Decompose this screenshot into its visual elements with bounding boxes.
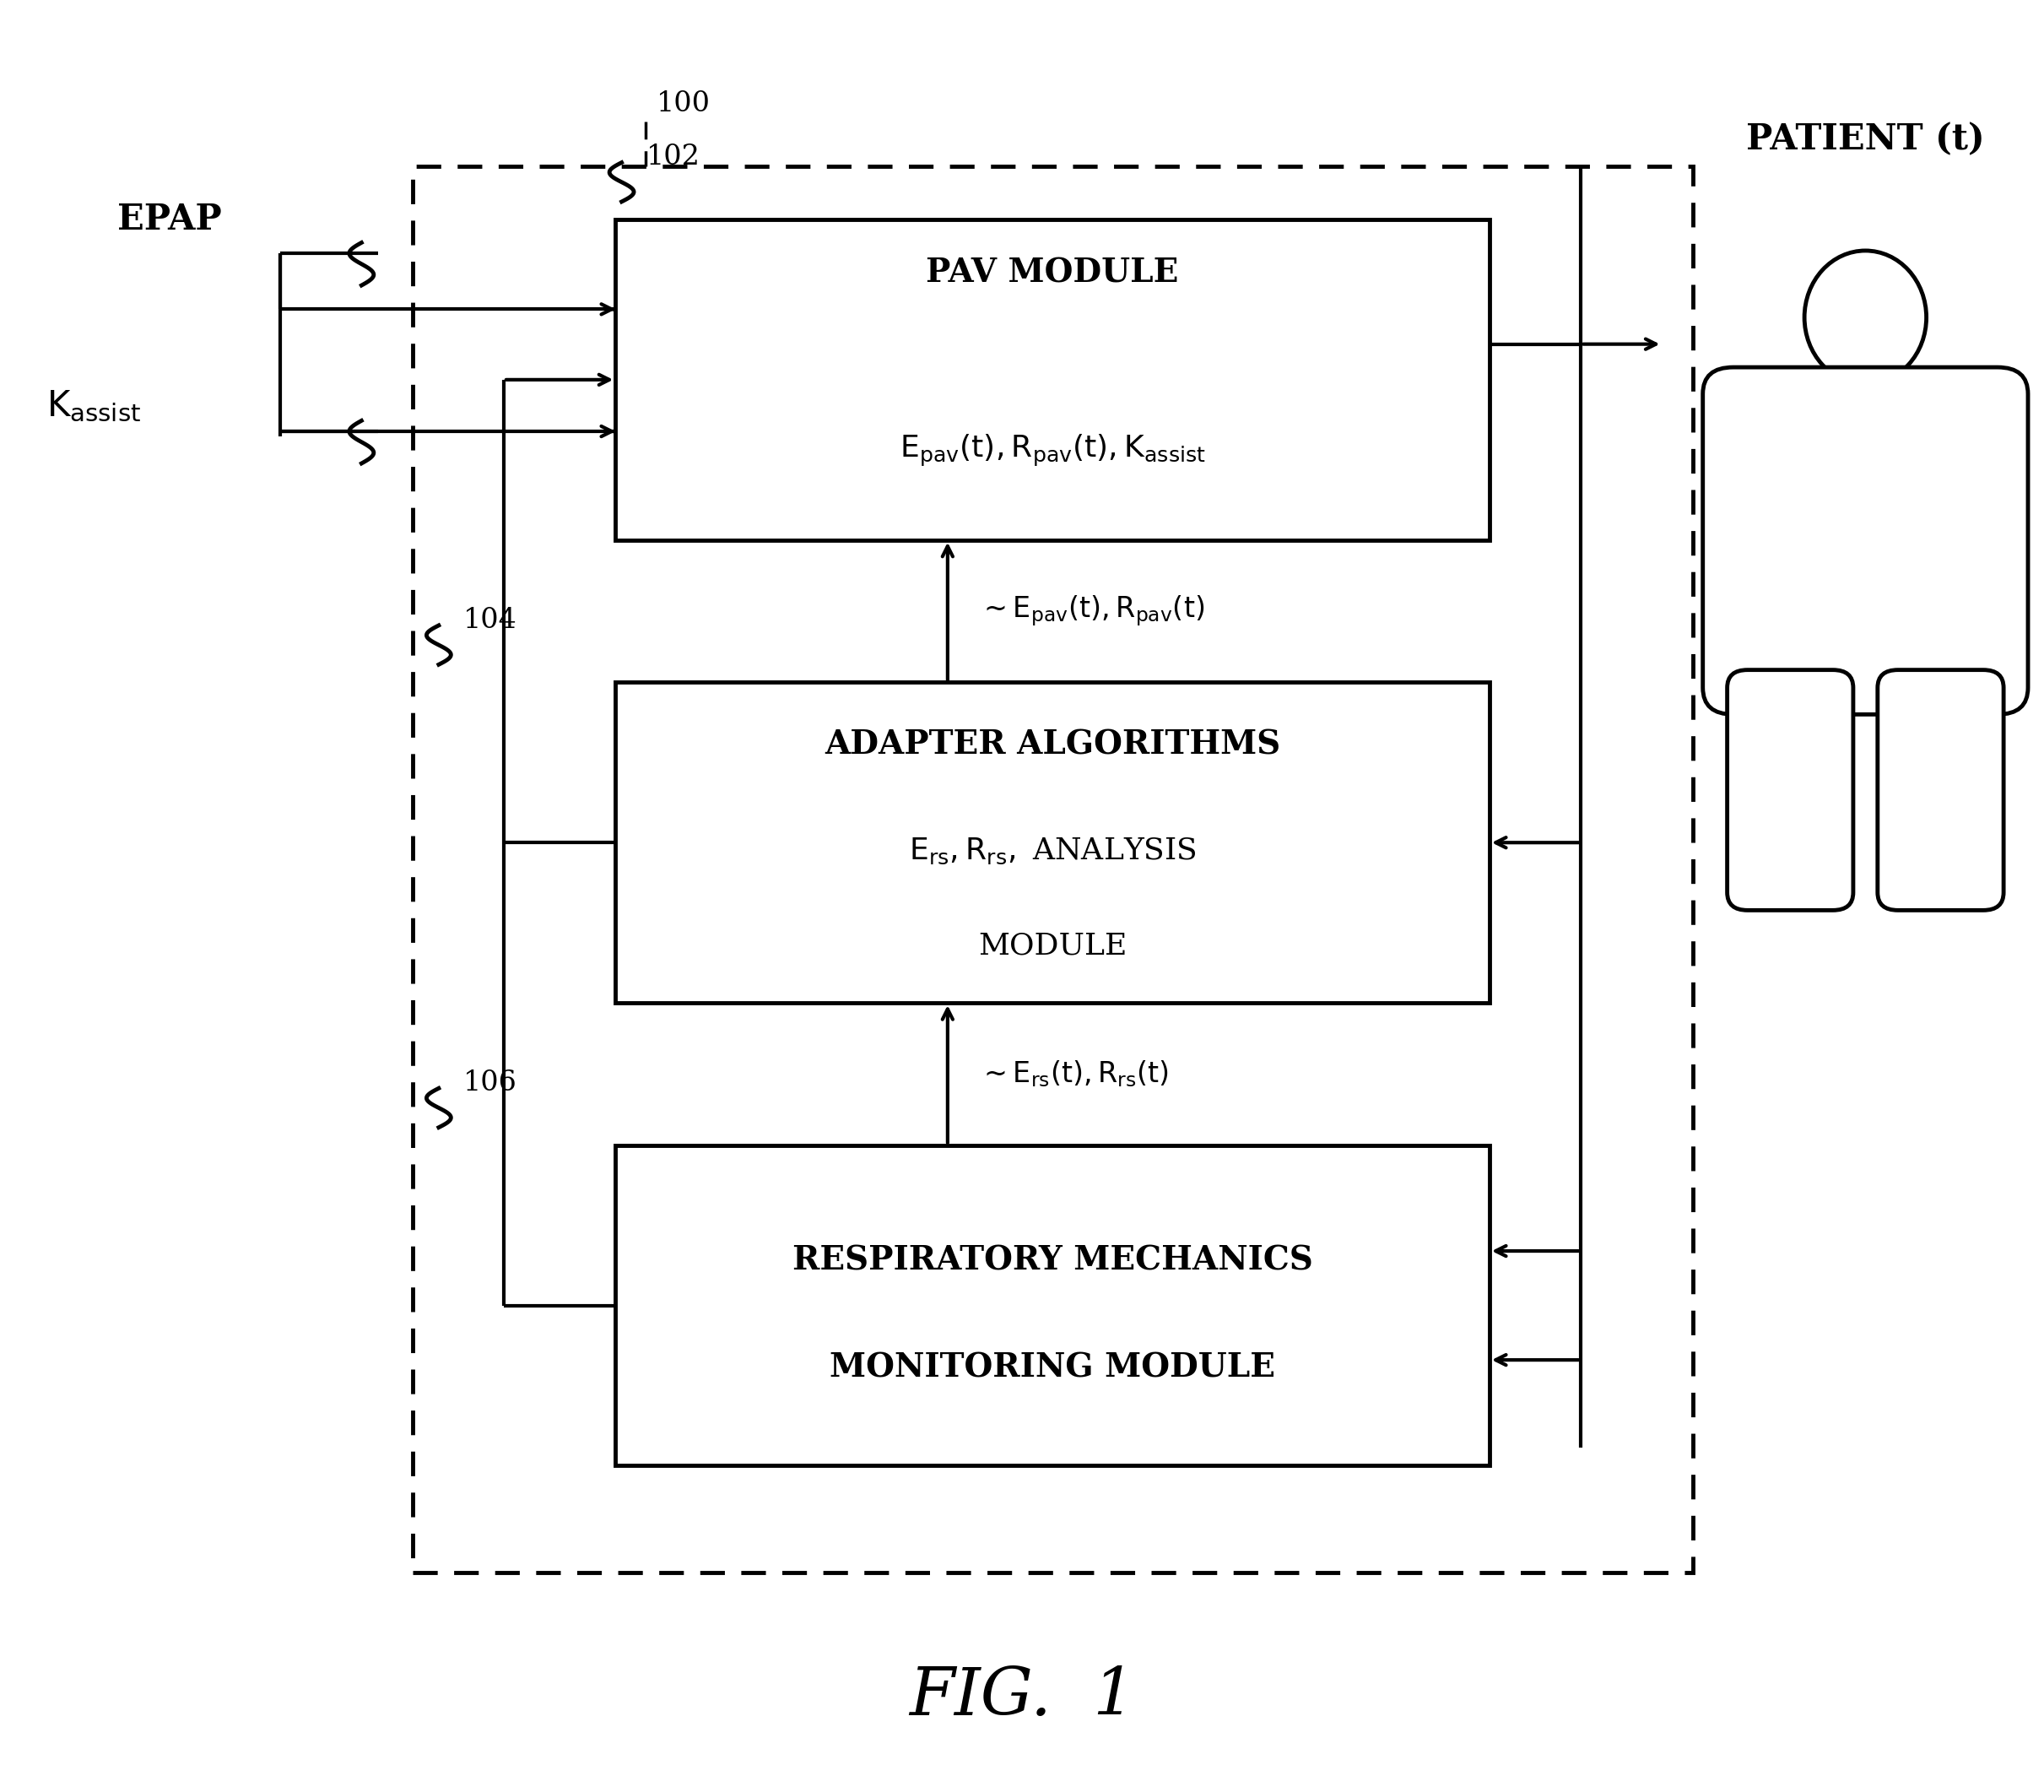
Text: MONITORING MODULE: MONITORING MODULE <box>830 1351 1275 1383</box>
Text: MODULE: MODULE <box>979 932 1126 961</box>
Text: $\mathrm{E_{pav}(t), R_{pav}(t), K_{assist}}$: $\mathrm{E_{pav}(t), R_{pav}(t), K_{assi… <box>899 434 1206 470</box>
Text: RESPIRATORY MECHANICS: RESPIRATORY MECHANICS <box>793 1245 1312 1278</box>
FancyBboxPatch shape <box>1703 367 2028 715</box>
Text: 104: 104 <box>464 606 517 634</box>
Text: EPAP: EPAP <box>119 202 223 237</box>
FancyBboxPatch shape <box>1878 670 2003 910</box>
Text: PAV MODULE: PAV MODULE <box>926 256 1179 289</box>
Text: 102: 102 <box>646 143 699 170</box>
Bar <box>615 1145 1490 1466</box>
FancyBboxPatch shape <box>1727 670 1854 910</box>
Text: $\mathrm{E_{rs}, R_{rs},}$ ANALYSIS: $\mathrm{E_{rs}, R_{rs},}$ ANALYSIS <box>910 837 1196 866</box>
Text: PATIENT (t): PATIENT (t) <box>1746 122 1985 158</box>
Bar <box>615 683 1490 1004</box>
Text: FIG.  1: FIG. 1 <box>910 1665 1134 1729</box>
Text: 100: 100 <box>656 90 709 116</box>
Bar <box>615 219 1490 539</box>
Text: ADAPTER ALGORITHMS: ADAPTER ALGORITHMS <box>824 729 1280 762</box>
Text: 106: 106 <box>464 1070 517 1097</box>
Text: $\mathrm{\sim E_{pav}(t), R_{pav}(t)}$: $\mathrm{\sim E_{pav}(t), R_{pav}(t)}$ <box>979 593 1204 629</box>
Text: $\mathrm{K_{assist}}$: $\mathrm{K_{assist}}$ <box>47 389 141 425</box>
Bar <box>413 167 1692 1573</box>
Ellipse shape <box>1805 251 1925 383</box>
Text: $\mathrm{\sim E_{rs}(t), R_{rs}(t)}$: $\mathrm{\sim E_{rs}(t), R_{rs}(t)}$ <box>979 1059 1169 1090</box>
